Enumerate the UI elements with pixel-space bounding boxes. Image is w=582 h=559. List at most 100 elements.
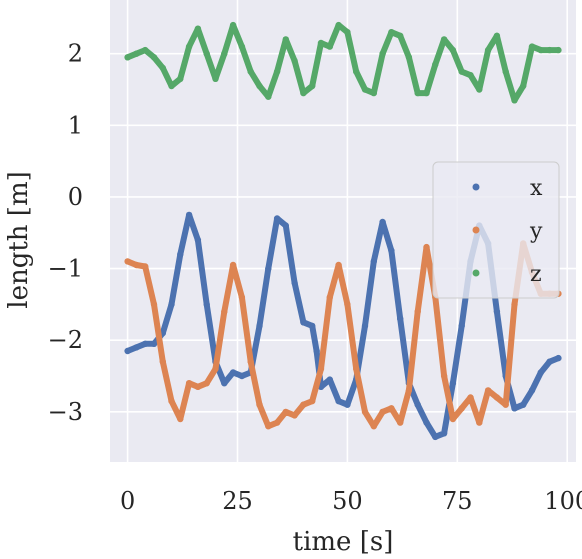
data-point <box>185 380 193 387</box>
data-point <box>493 394 501 401</box>
data-point <box>229 369 237 376</box>
x-tick-label: 25 <box>222 487 253 515</box>
data-point <box>423 419 430 426</box>
data-point <box>511 405 518 412</box>
data-point <box>194 236 202 244</box>
data-point <box>335 21 342 29</box>
data-point <box>502 401 509 408</box>
data-point <box>238 294 246 301</box>
data-point <box>397 419 404 426</box>
data-point <box>265 265 272 272</box>
data-point <box>194 383 202 390</box>
data-point <box>440 372 448 380</box>
data-point <box>344 29 351 36</box>
x-axis-label: time [s] <box>293 527 394 557</box>
data-point <box>238 372 246 380</box>
data-point <box>379 408 386 416</box>
data-point <box>432 433 439 441</box>
data-point <box>476 86 483 93</box>
data-point <box>133 344 140 351</box>
legend-label-y: y <box>529 219 543 244</box>
x-tick-label: 100 <box>544 487 582 515</box>
data-point <box>440 36 448 43</box>
data-point <box>397 315 404 322</box>
data-point <box>247 358 254 365</box>
data-point <box>177 75 184 83</box>
y-axis-label: length [m] <box>4 171 34 309</box>
data-point <box>353 68 360 75</box>
data-point <box>265 423 272 430</box>
data-point <box>520 401 527 408</box>
data-point <box>203 380 210 387</box>
data-point <box>159 64 166 72</box>
x-tick-label: 50 <box>332 487 363 515</box>
data-point <box>423 243 430 251</box>
data-point <box>309 82 316 90</box>
data-point <box>168 397 175 405</box>
data-point <box>449 46 457 54</box>
data-point <box>309 322 316 330</box>
data-point <box>221 380 228 387</box>
legend-marker-y <box>472 226 480 234</box>
data-point <box>423 89 430 97</box>
data-point <box>361 86 369 93</box>
data-point <box>555 46 562 54</box>
data-point <box>229 21 237 29</box>
data-point <box>546 46 553 54</box>
data-point <box>344 301 351 308</box>
data-point <box>150 54 158 61</box>
data-point <box>449 415 457 423</box>
data-point <box>194 25 202 32</box>
data-point <box>484 46 492 54</box>
data-point <box>361 408 369 416</box>
data-point <box>273 419 281 426</box>
data-point <box>300 319 307 326</box>
legend: xyz <box>432 161 560 299</box>
data-point <box>528 387 536 394</box>
data-point <box>388 405 395 412</box>
data-point <box>185 43 193 50</box>
data-point <box>124 258 131 265</box>
data-point <box>317 365 325 373</box>
data-point <box>142 263 149 270</box>
data-point <box>335 397 342 405</box>
data-point <box>142 340 149 347</box>
data-point <box>449 380 457 387</box>
data-point <box>326 43 333 50</box>
data-point <box>476 419 483 426</box>
data-point <box>291 279 298 287</box>
legend-label-x: x <box>530 176 543 201</box>
data-point <box>168 82 175 90</box>
data-point <box>273 68 281 75</box>
data-point <box>467 72 474 79</box>
data-point <box>221 308 228 315</box>
data-point <box>493 32 501 39</box>
data-point <box>458 68 465 75</box>
data-point <box>361 322 369 330</box>
data-point <box>493 308 501 315</box>
data-point <box>414 401 421 408</box>
data-point <box>133 261 140 269</box>
data-point <box>150 301 158 308</box>
data-point <box>511 97 518 104</box>
data-point <box>388 29 395 36</box>
legend-label-z: z <box>530 262 542 287</box>
legend-box <box>432 161 560 299</box>
legend-marker-x <box>472 183 480 191</box>
data-point <box>256 401 263 408</box>
data-point <box>124 347 131 355</box>
data-point <box>256 322 263 330</box>
x-tick-label: 75 <box>442 487 473 515</box>
data-point <box>379 218 386 226</box>
data-point <box>414 89 421 97</box>
data-point <box>326 294 333 301</box>
data-point <box>203 301 210 308</box>
data-point <box>282 408 289 416</box>
data-point <box>467 394 474 401</box>
data-point <box>150 340 158 347</box>
data-point <box>528 43 536 50</box>
data-point <box>379 50 386 57</box>
data-point <box>159 358 166 365</box>
data-point <box>370 423 377 430</box>
data-point <box>185 211 193 219</box>
